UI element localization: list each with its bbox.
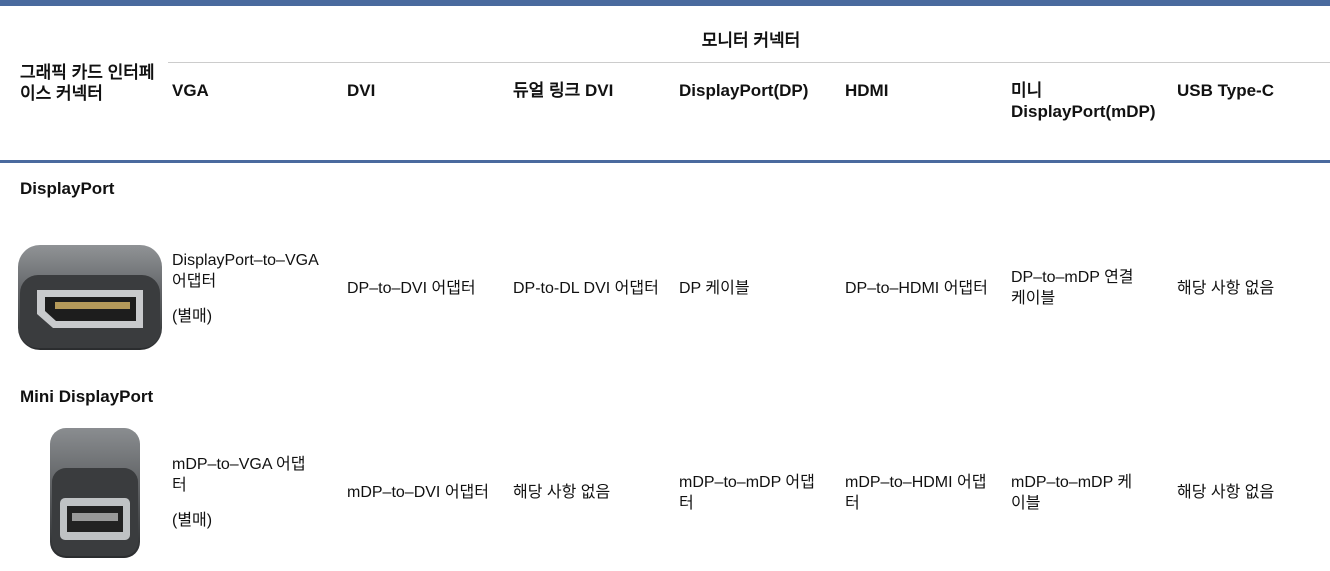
cell: mDP–to–VGA 어댑터 (별매) [172, 414, 320, 571]
row-header: Mini DisplayPort [20, 387, 154, 406]
column-header: 미니 DisplayPort(mDP) [1011, 81, 1156, 121]
column-header: DisplayPort(DP) [679, 81, 809, 100]
cell-note: (별매) [172, 512, 213, 529]
cell-text: DP–to–HDMI 어댑터 [845, 279, 988, 297]
corner-header: 그래픽 카드 인터페이스 커넥터 [20, 63, 155, 103]
cell-text: 해당 사항 없음 [513, 484, 611, 501]
group-rule [168, 62, 1330, 63]
cell-text: mDP–to–HDMI 어댑터 [845, 473, 987, 512]
cell-text: DP–to–mDP 연결 케이블 [1011, 269, 1134, 307]
cell: DP 케이블 [679, 206, 827, 370]
column-header: HDMI [845, 81, 889, 100]
top-rule [0, 0, 1330, 6]
column-header: DVI [347, 81, 376, 100]
connector-icon [18, 245, 162, 350]
column-header: 듀얼 링크 DVI [513, 81, 614, 100]
cell-text: 해당 사항 없음 [1177, 279, 1275, 297]
cell: DP-to-DL DVI 어댑터 [513, 206, 661, 370]
cell: 해당 사항 없음 [1177, 414, 1325, 571]
cell: mDP–to–mDP 어댑터 [679, 414, 827, 571]
cell-text: mDP–to–VGA 어댑터 [172, 456, 306, 494]
cell-text: DP 케이블 [679, 279, 750, 297]
connector-icon [50, 428, 140, 558]
cell: DP–to–DVI 어댑터 [347, 206, 495, 370]
cell: mDP–to–HDMI 어댑터 [845, 414, 993, 571]
cell: 해당 사항 없음 [1177, 206, 1325, 370]
cell: DisplayPort–to–VGA 어댑터 (별매) [172, 206, 320, 370]
group-header: 모니터 커넥터 [701, 31, 801, 50]
header-rule [0, 160, 1330, 163]
cell-text: 해당 사항 없음 [1177, 484, 1275, 501]
cell-text: DP–to–DVI 어댑터 [347, 279, 476, 297]
cell-text: mDP–to–DVI 어댑터 [347, 484, 489, 501]
cell-text: mDP–to–mDP 어댑터 [679, 473, 815, 512]
cell-text: mDP–to–mDP 케이블 [1011, 473, 1133, 512]
cell: DP–to–mDP 연결 케이블 [1011, 206, 1146, 370]
cell: 해당 사항 없음 [513, 414, 661, 571]
column-header: USB Type-C [1177, 81, 1274, 100]
cell-text: DP-to-DL DVI 어댑터 [513, 279, 659, 297]
cell: mDP–to–DVI 어댑터 [347, 414, 495, 571]
row-header: DisplayPort [20, 179, 115, 198]
cell-text: DisplayPort–to–VGA 어댑터 [172, 251, 318, 290]
cell: mDP–to–mDP 케이블 [1011, 414, 1146, 571]
cell-note: (별매) [172, 307, 213, 325]
column-header: VGA [172, 81, 209, 100]
cell: DP–to–HDMI 어댑터 [845, 206, 993, 370]
